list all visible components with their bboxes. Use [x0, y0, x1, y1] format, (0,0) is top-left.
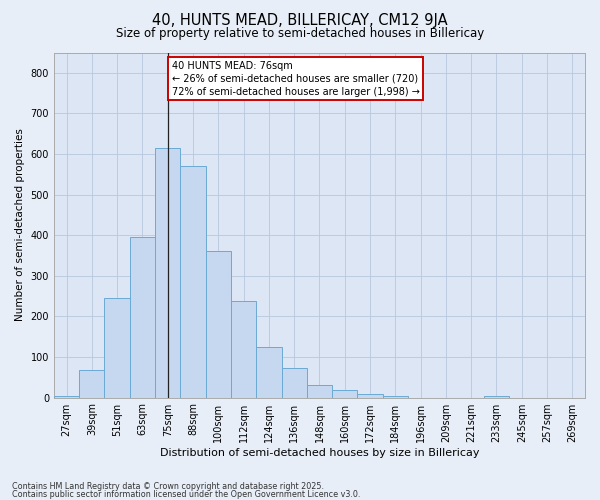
Bar: [383, 396, 408, 398]
X-axis label: Distribution of semi-detached houses by size in Billericay: Distribution of semi-detached houses by …: [160, 448, 479, 458]
Bar: [256, 347, 281, 398]
Text: Contains public sector information licensed under the Open Government Licence v3: Contains public sector information licen…: [12, 490, 361, 499]
Text: Contains HM Land Registry data © Crown copyright and database right 2025.: Contains HM Land Registry data © Crown c…: [12, 482, 324, 491]
Bar: [332, 390, 358, 398]
Bar: [206, 252, 231, 398]
Bar: [281, 368, 307, 398]
Bar: [181, 166, 206, 398]
Text: Size of property relative to semi-detached houses in Billericay: Size of property relative to semi-detach…: [116, 28, 484, 40]
Text: 40 HUNTS MEAD: 76sqm
← 26% of semi-detached houses are smaller (720)
72% of semi: 40 HUNTS MEAD: 76sqm ← 26% of semi-detac…: [172, 60, 419, 97]
Bar: [358, 394, 383, 398]
Bar: [79, 370, 104, 398]
Bar: [484, 396, 509, 398]
Bar: [231, 302, 256, 398]
Bar: [104, 298, 130, 398]
Y-axis label: Number of semi-detached properties: Number of semi-detached properties: [15, 128, 25, 322]
Text: 40, HUNTS MEAD, BILLERICAY, CM12 9JA: 40, HUNTS MEAD, BILLERICAY, CM12 9JA: [152, 12, 448, 28]
Bar: [307, 384, 332, 398]
Bar: [54, 396, 79, 398]
Bar: [130, 237, 155, 398]
Bar: [155, 148, 181, 398]
